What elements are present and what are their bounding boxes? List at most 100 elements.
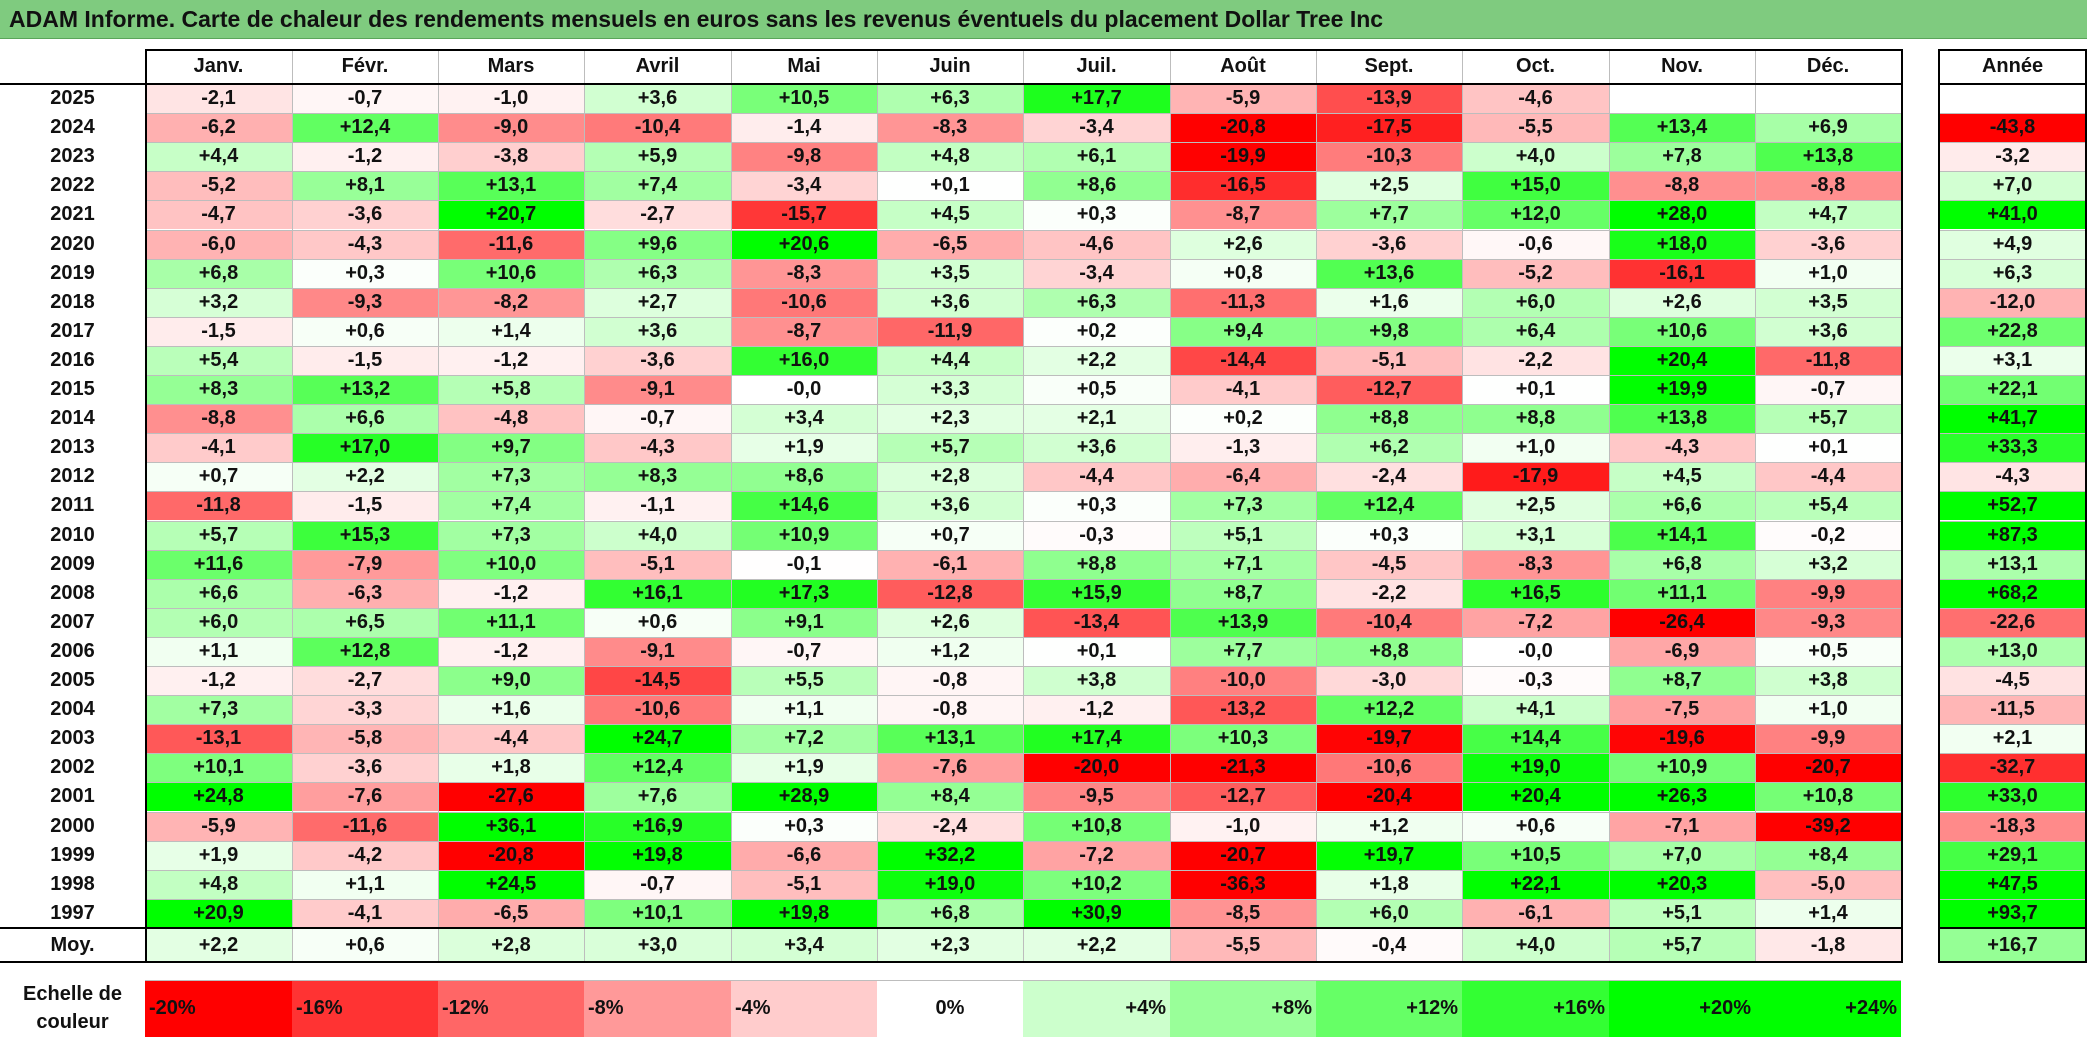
year-label: 1998 <box>0 869 145 899</box>
average-cell: -0,4 <box>1316 928 1462 961</box>
heatmap-cell: +8,3 <box>584 462 731 492</box>
heatmap-cell: +0,2 <box>1170 404 1316 434</box>
heatmap-cell: -8,7 <box>731 316 877 346</box>
heatmap-cell: +13,6 <box>1316 258 1462 288</box>
page-title: ADAM Informe. Carte de chaleur des rende… <box>9 6 1384 32</box>
heatmap-cell: +0,5 <box>1023 375 1170 405</box>
average-annual-cell: +16,7 <box>1938 928 2087 961</box>
header-2: Févr. <box>292 49 438 84</box>
heatmap-cell: -19,7 <box>1316 724 1462 754</box>
heatmap-cell: +6,8 <box>145 258 292 288</box>
year-label: 2024 <box>0 113 145 143</box>
year-label: 2013 <box>0 433 145 463</box>
heatmap-cell: +0,7 <box>877 520 1023 550</box>
color-scale-step: -4% <box>731 980 877 1037</box>
heatmap-cell: +1,0 <box>1755 695 1901 725</box>
heatmap-cell: -13,4 <box>1023 607 1170 637</box>
heatmap-cell: +13,4 <box>1609 113 1755 143</box>
heatmap-cell: -6,1 <box>1462 898 1609 928</box>
heatmap-cell: -2,1 <box>145 84 292 114</box>
annual-cell: +7,0 <box>1938 171 2087 201</box>
heatmap-cell: -9,8 <box>731 142 877 172</box>
year-label: 2020 <box>0 229 145 259</box>
heatmap-cell: -1,1 <box>584 491 731 521</box>
heatmap-cell: +4,0 <box>1462 142 1609 172</box>
heatmap-cell: +0,3 <box>731 811 877 841</box>
heatmap-cell: -4,7 <box>145 200 292 230</box>
heatmap-cell: -5,1 <box>1316 345 1462 375</box>
heatmap-cell: -26,4 <box>1609 607 1755 637</box>
heatmap-cell: +5,4 <box>1755 491 1901 521</box>
heatmap-cell: -5,8 <box>292 724 438 754</box>
annual-cell: +13,1 <box>1938 549 2087 579</box>
heatmap-cell: +9,6 <box>584 229 731 259</box>
year-label: 2009 <box>0 549 145 579</box>
heatmap-cell: +7,0 <box>1609 840 1755 870</box>
heatmap-cell: -36,3 <box>1170 869 1316 899</box>
heatmap-cell: +2,2 <box>1023 345 1170 375</box>
heatmap-cell: +12,4 <box>292 113 438 143</box>
heatmap-cell: +4,1 <box>1462 695 1609 725</box>
heatmap-cell: +3,6 <box>1755 316 1901 346</box>
heatmap-cell: -3,6 <box>1755 229 1901 259</box>
heatmap-cell: -1,5 <box>292 491 438 521</box>
annual-cell: -12,0 <box>1938 287 2087 317</box>
heatmap-cell: +1,9 <box>731 753 877 783</box>
heatmap-cell: -7,9 <box>292 549 438 579</box>
heatmap-cell: -10,4 <box>1316 607 1462 637</box>
header-5: Mai <box>731 49 877 84</box>
heatmap-cell: +5,7 <box>145 520 292 550</box>
heatmap-cell: -0,3 <box>1023 520 1170 550</box>
heatmap-cell: -1,0 <box>1170 811 1316 841</box>
heatmap-cell: -0,7 <box>584 869 731 899</box>
heatmap-cell: -15,7 <box>731 200 877 230</box>
heatmap-cell: +11,1 <box>1609 578 1755 608</box>
heatmap-cell: +0,6 <box>1462 811 1609 841</box>
heatmap-cell: +10,1 <box>145 753 292 783</box>
heatmap-cell: +30,9 <box>1023 898 1170 928</box>
heatmap-cell: -0,1 <box>731 549 877 579</box>
heatmap-cell: -11,3 <box>1170 287 1316 317</box>
heatmap-cell: -6,5 <box>877 229 1023 259</box>
header-9: Sept. <box>1316 49 1462 84</box>
heatmap-cell: -3,0 <box>1316 666 1462 696</box>
heatmap-cell: +8,8 <box>1316 404 1462 434</box>
heatmap-cell: -8,3 <box>1462 549 1609 579</box>
heatmap-cell: -8,3 <box>877 113 1023 143</box>
heatmap-cell: -14,4 <box>1170 345 1316 375</box>
heatmap-cell: +3,8 <box>1023 666 1170 696</box>
average-cell: +4,0 <box>1462 928 1609 961</box>
heatmap-cell: +3,2 <box>1755 549 1901 579</box>
heatmap-cell: +7,2 <box>731 724 877 754</box>
heatmap-cell: +20,4 <box>1462 782 1609 812</box>
heatmap-cell: -3,6 <box>292 753 438 783</box>
average-cell: +0,6 <box>292 928 438 961</box>
heatmap-cell: +20,3 <box>1609 869 1755 899</box>
heatmap-cell: -19,9 <box>1170 142 1316 172</box>
year-label: 2021 <box>0 200 145 230</box>
heatmap-cell: +5,7 <box>1755 404 1901 434</box>
heatmap-cell: +5,4 <box>145 345 292 375</box>
annual-cell: +41,7 <box>1938 404 2087 434</box>
year-label: 2016 <box>0 345 145 375</box>
header-3: Mars <box>438 49 584 84</box>
heatmap-cell: +10,0 <box>438 549 584 579</box>
annual-cell: -43,8 <box>1938 113 2087 143</box>
heatmap-cell: +10,1 <box>584 898 731 928</box>
header-4: Avril <box>584 49 731 84</box>
heatmap-cell: +5,5 <box>731 666 877 696</box>
header-11: Nov. <box>1609 49 1755 84</box>
heatmap-cell: +3,6 <box>1023 433 1170 463</box>
heatmap-cell: +8,8 <box>1316 636 1462 666</box>
color-scale-step: +24% <box>1755 980 1901 1037</box>
year-label: 2001 <box>0 782 145 812</box>
heatmap-cell: -5,9 <box>145 811 292 841</box>
heatmap-cell: +10,6 <box>1609 316 1755 346</box>
heatmap-cell <box>1609 84 1755 114</box>
year-label: 2011 <box>0 491 145 521</box>
heatmap-cell: +24,5 <box>438 869 584 899</box>
heatmap-cell: -4,6 <box>1462 84 1609 114</box>
annual-cell <box>1938 84 2087 114</box>
heatmap-cell: +7,6 <box>584 782 731 812</box>
annual-cell: -32,7 <box>1938 753 2087 783</box>
